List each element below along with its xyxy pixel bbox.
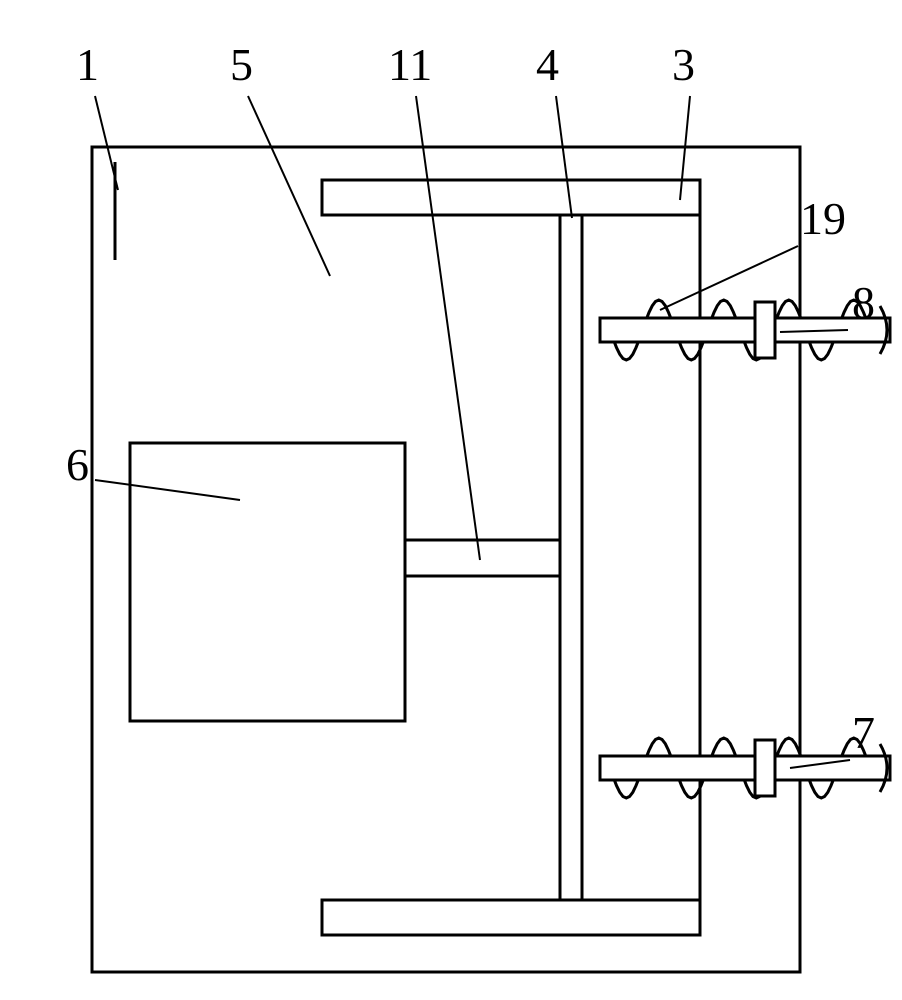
shaft-right-top-flange [755, 302, 775, 358]
label-8: 8 [852, 277, 875, 328]
label-7: 7 [852, 707, 875, 758]
label-1: 1 [76, 39, 99, 90]
label-4: 4 [536, 39, 559, 90]
shaft-right-bot-flange [755, 740, 775, 796]
top-rail [322, 180, 700, 215]
label-3: 3 [672, 39, 695, 90]
label-19: 19 [800, 193, 846, 244]
label-11: 11 [388, 39, 432, 90]
label-6: 6 [66, 439, 89, 490]
motor-body [130, 443, 405, 721]
label-5: 5 [230, 39, 253, 90]
bottom-rail [322, 900, 700, 935]
motor-shaft [405, 540, 560, 576]
